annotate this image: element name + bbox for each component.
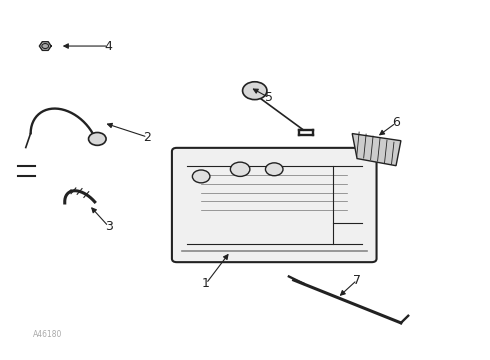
Text: 6: 6 <box>392 116 400 129</box>
Circle shape <box>243 82 267 100</box>
Circle shape <box>193 170 210 183</box>
Text: 5: 5 <box>266 91 273 104</box>
Circle shape <box>89 132 106 145</box>
Text: A46180: A46180 <box>33 330 62 339</box>
Circle shape <box>266 163 283 176</box>
FancyBboxPatch shape <box>172 148 376 262</box>
Text: 4: 4 <box>105 40 113 53</box>
Text: 3: 3 <box>105 220 113 233</box>
Text: 2: 2 <box>144 131 151 144</box>
Polygon shape <box>352 134 401 166</box>
Circle shape <box>230 162 250 176</box>
Text: 1: 1 <box>202 277 210 290</box>
Polygon shape <box>39 42 51 50</box>
Circle shape <box>42 44 49 49</box>
Text: 7: 7 <box>353 274 361 287</box>
